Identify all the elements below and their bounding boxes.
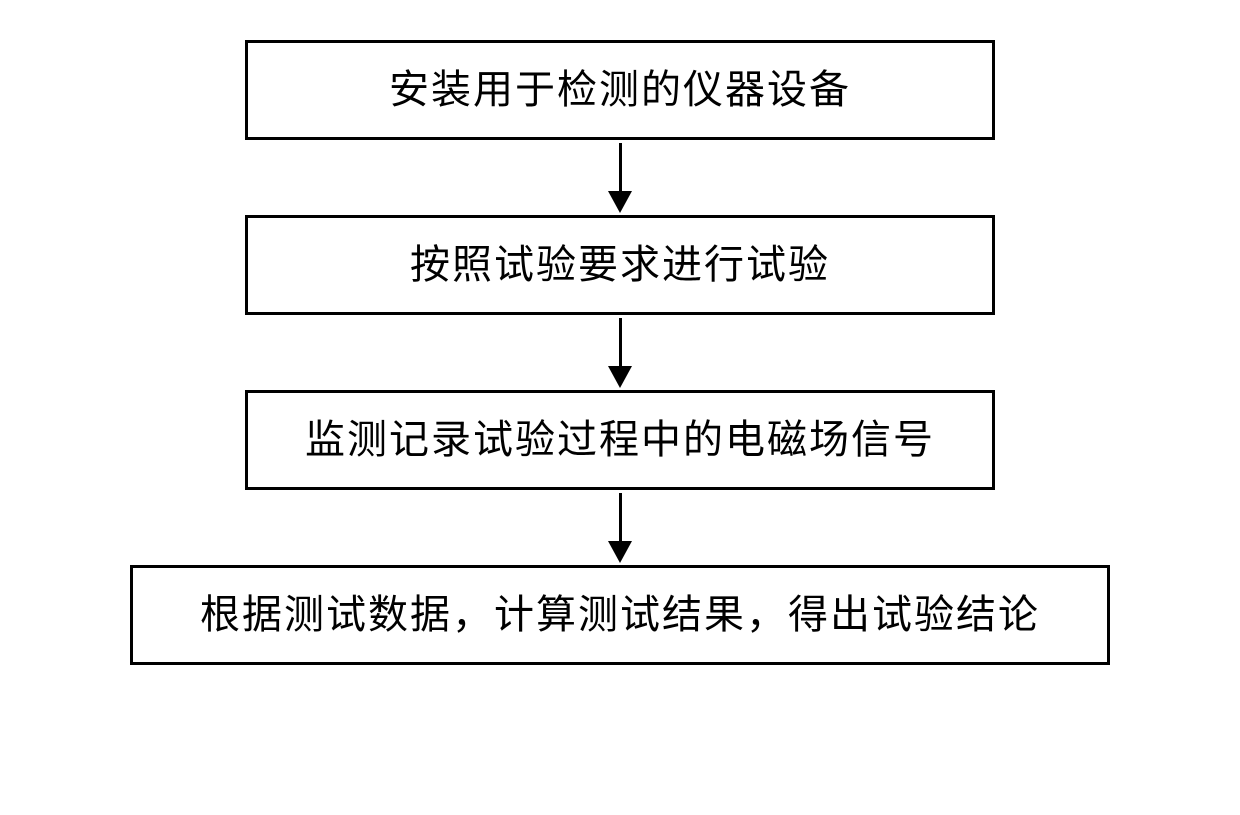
arrow-down-icon [608,366,632,388]
flowchart-step-2: 按照试验要求进行试验 [245,215,995,315]
arrow-down-icon [608,541,632,563]
flowchart-step-4: 根据测试数据，计算测试结果，得出试验结论 [130,565,1110,665]
arrow-line-icon [619,318,622,366]
arrow-line-icon [619,143,622,191]
flowchart-step-2-label: 按照试验要求进行试验 [410,241,830,289]
flowchart-step-4-label: 根据测试数据，计算测试结果，得出试验结论 [200,591,1040,639]
flowchart-container: 安装用于检测的仪器设备 按照试验要求进行试验 监测记录试验过程中的电磁场信号 根… [0,40,1240,665]
flowchart-step-3: 监测记录试验过程中的电磁场信号 [245,390,995,490]
flowchart-arrow-2 [608,315,632,390]
flowchart-step-3-label: 监测记录试验过程中的电磁场信号 [305,416,935,464]
arrow-line-icon [619,493,622,541]
arrow-down-icon [608,191,632,213]
flowchart-arrow-1 [608,140,632,215]
flowchart-step-1-label: 安装用于检测的仪器设备 [389,66,851,114]
flowchart-arrow-3 [608,490,632,565]
flowchart-step-1: 安装用于检测的仪器设备 [245,40,995,140]
